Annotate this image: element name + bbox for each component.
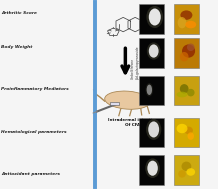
Ellipse shape [184, 127, 193, 134]
Ellipse shape [149, 44, 158, 58]
Ellipse shape [181, 162, 191, 171]
Ellipse shape [146, 6, 163, 28]
FancyBboxPatch shape [139, 155, 164, 185]
FancyBboxPatch shape [174, 38, 199, 68]
Ellipse shape [187, 89, 194, 96]
Text: Antioxidant parameters: Antioxidant parameters [1, 172, 60, 176]
Ellipse shape [142, 90, 158, 101]
Text: Pre-UBG 1ml: Pre-UBG 1ml [143, 82, 147, 100]
Ellipse shape [149, 9, 161, 26]
Text: Hematological parameters: Hematological parameters [1, 130, 67, 134]
Text: Arthritic Score: Arthritic Score [1, 11, 37, 15]
FancyBboxPatch shape [139, 38, 164, 68]
Ellipse shape [157, 96, 160, 98]
Text: Post-CFA 1ml: Post-CFA 1ml [143, 123, 147, 141]
Ellipse shape [155, 93, 156, 94]
Text: Umbelliferone
β-d-galactopyranoside: Umbelliferone β-d-galactopyranoside [131, 46, 139, 79]
Text: Body Weight: Body Weight [1, 45, 32, 49]
Text: Proinflammatory Mediators: Proinflammatory Mediators [1, 87, 69, 91]
FancyBboxPatch shape [174, 4, 199, 34]
Ellipse shape [178, 170, 186, 178]
Ellipse shape [187, 43, 194, 51]
Ellipse shape [180, 10, 192, 20]
FancyBboxPatch shape [139, 76, 164, 105]
Ellipse shape [186, 168, 195, 176]
Ellipse shape [185, 21, 196, 28]
Text: Pre-CFA 1ml: Pre-CFA 1ml [143, 45, 147, 61]
FancyBboxPatch shape [174, 118, 199, 147]
Ellipse shape [180, 84, 189, 94]
Ellipse shape [148, 121, 159, 138]
Ellipse shape [147, 161, 158, 176]
Ellipse shape [105, 91, 150, 109]
FancyBboxPatch shape [174, 76, 199, 105]
Ellipse shape [187, 132, 194, 140]
Ellipse shape [145, 158, 160, 178]
FancyBboxPatch shape [139, 4, 164, 34]
FancyBboxPatch shape [110, 102, 119, 105]
Ellipse shape [177, 124, 187, 133]
Ellipse shape [153, 86, 157, 91]
Ellipse shape [178, 17, 186, 28]
Ellipse shape [146, 83, 153, 97]
FancyBboxPatch shape [139, 118, 164, 147]
FancyBboxPatch shape [174, 155, 199, 185]
Text: surgery: surgery [143, 14, 147, 24]
Ellipse shape [177, 92, 187, 97]
Ellipse shape [146, 119, 161, 140]
Text: Post-UMG: Post-UMG [143, 163, 147, 177]
Ellipse shape [180, 52, 189, 61]
Ellipse shape [147, 43, 160, 60]
Ellipse shape [182, 44, 195, 58]
Ellipse shape [146, 85, 152, 95]
Text: Intradermal injection
Of CFA: Intradermal injection Of CFA [108, 118, 158, 127]
